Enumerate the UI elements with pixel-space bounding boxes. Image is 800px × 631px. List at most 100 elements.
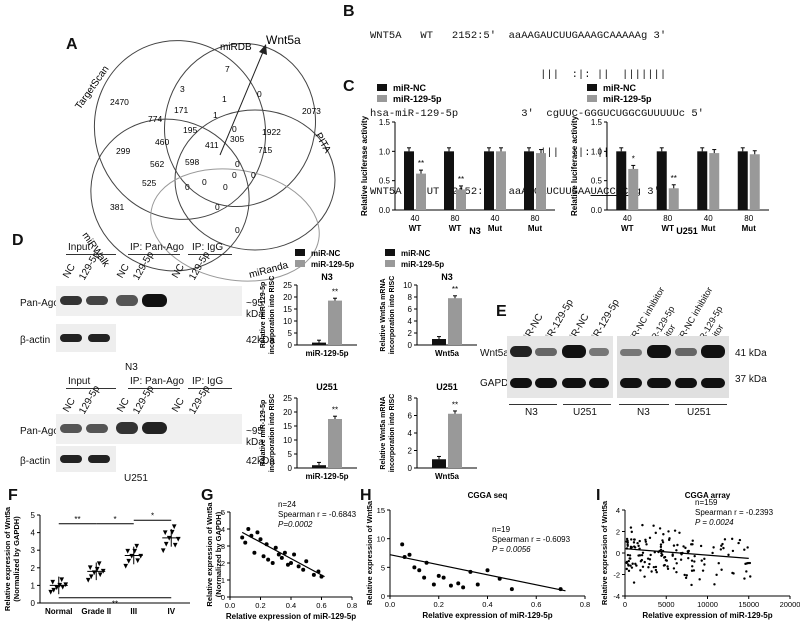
bar	[484, 151, 494, 210]
legend-swatch	[377, 95, 387, 102]
data-point: ▼	[125, 557, 133, 566]
data-point	[731, 549, 735, 553]
band	[589, 378, 609, 388]
data-point: ▼	[161, 528, 169, 537]
band	[116, 295, 138, 306]
data-point	[647, 566, 650, 569]
correlation-chart-cgga-array: -4 -2 0 2 4 0 5000 10000 15000 20000 Relative expr…	[600, 491, 800, 620]
data-point	[652, 524, 655, 527]
wt-sequence: WNT5A WT 2152:5' aaAAGAUCUUGAAAGCAAAAAg …	[370, 30, 667, 42]
gapdh-blot-right	[617, 368, 729, 398]
y-tick-label: 5	[288, 450, 293, 459]
data-point	[648, 562, 651, 566]
ip-igg-header: IP: IgG	[192, 376, 224, 387]
data-point	[258, 537, 263, 542]
data-point	[737, 541, 740, 545]
data-point	[633, 546, 637, 549]
stat-label: n=24	[278, 500, 297, 509]
data-point	[625, 560, 629, 564]
risc-mir-chart-u251: 0 5 10 15 20 25 ** miR-129-5p Relative miR-129-5…	[260, 382, 357, 481]
data-point	[667, 530, 670, 533]
data-point	[698, 578, 701, 581]
x-tick-label: 0.0	[225, 601, 235, 610]
data-point: ▼	[62, 580, 70, 589]
data-point	[661, 539, 664, 542]
venn-count: 2073	[302, 106, 321, 116]
data-point: ▼	[56, 580, 64, 589]
header-rule	[66, 254, 116, 255]
significance-mark: *	[632, 155, 635, 164]
data-point	[643, 575, 646, 578]
y-tick-label: 5	[31, 511, 36, 520]
band	[562, 345, 586, 358]
data-point	[738, 538, 742, 542]
y-tick-label: 2	[616, 528, 620, 537]
group-label: U251	[687, 407, 711, 418]
band	[620, 349, 642, 356]
data-point	[693, 560, 696, 563]
y-tick-label: 2	[408, 329, 413, 338]
y-axis-label: Relative luciferase activity	[570, 115, 579, 216]
x-tick-label: 0	[623, 600, 627, 609]
data-point	[691, 565, 694, 568]
data-point	[311, 572, 316, 577]
bar	[328, 300, 342, 345]
x-tick-label: 5000	[658, 600, 675, 609]
western-blot-e: miR-NC miR-129-5p miR-NC miR-129-5p miR-…	[480, 285, 795, 480]
venn-count: 305	[230, 134, 244, 144]
y-tick-label: 0	[288, 341, 293, 350]
data-point	[690, 583, 693, 587]
venn-count: 715	[258, 145, 272, 155]
data-point	[674, 557, 677, 561]
data-point: ▼	[170, 522, 178, 531]
band	[535, 378, 557, 388]
wnt5a-label: Wnt5a	[480, 348, 509, 359]
bar	[536, 153, 546, 210]
x-tick-label: Wnt5a	[435, 472, 460, 481]
panago-label: Pan-Ago	[20, 426, 59, 437]
data-point	[691, 539, 694, 542]
venn-count: 460	[155, 137, 169, 147]
stat-label: n=19	[492, 525, 511, 534]
actin-blot-n3	[56, 324, 116, 352]
x-tick-label: 15000	[738, 600, 759, 609]
data-point	[678, 531, 681, 534]
bar	[737, 151, 748, 210]
data-point	[654, 568, 658, 572]
x-tick-label: 0.0	[385, 600, 395, 609]
bar	[628, 168, 639, 210]
wnt5a-arrow	[219, 51, 264, 156]
legend-swatch	[587, 84, 597, 91]
band	[701, 345, 725, 358]
bar	[448, 413, 462, 468]
data-point	[628, 557, 631, 560]
lane-nc: NC	[170, 396, 187, 415]
y-tick-label: 3	[221, 542, 225, 551]
band	[647, 378, 671, 388]
data-point	[730, 537, 734, 541]
correlation-chart-cgga-seq: 0 5 10 15 0.0 0.2 0.4 0.6 0.8 Relative expression…	[365, 491, 590, 620]
band	[620, 378, 642, 388]
x-tick-label: 10000	[697, 600, 718, 609]
luciferase-chart-u251: miR-NCmiR-129-5p0.00.51.01.5*40WT**80WT4…	[570, 83, 769, 236]
venn-diagram: Wnt5a TargetScan miRDB PITA miRanda miRW…	[73, 33, 336, 282]
y-tick-label: 1.5	[379, 118, 391, 127]
data-point	[641, 565, 645, 569]
data-point	[643, 560, 646, 564]
group-label: N3	[637, 407, 650, 418]
data-point	[675, 570, 678, 574]
header-rule	[128, 388, 180, 389]
y-tick-label: 1.5	[591, 118, 603, 127]
significance-mark: *	[151, 511, 154, 520]
y-axis-label: Relative expression of Wnt5a	[600, 500, 609, 605]
data-point	[717, 562, 720, 565]
chart-title: U251	[676, 226, 698, 236]
venn-count: 381	[110, 202, 124, 212]
venn-set-miranda	[150, 168, 320, 282]
data-point	[654, 531, 657, 535]
legend-label: miR-129-5p	[603, 94, 652, 104]
band	[142, 422, 167, 434]
data-point	[719, 548, 723, 551]
data-point	[240, 535, 245, 540]
venn-set-mirdb	[164, 42, 316, 208]
